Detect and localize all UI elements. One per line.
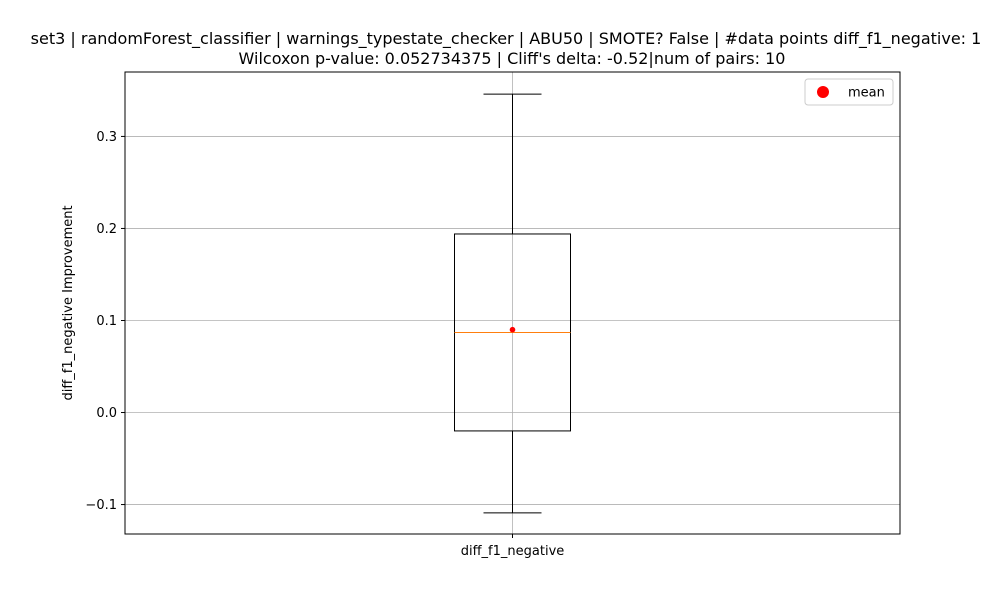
y-tick-label: 0.1 bbox=[96, 314, 117, 329]
legend-frame bbox=[804, 78, 894, 106]
mean-point bbox=[509, 326, 516, 333]
legend-label: mean bbox=[848, 86, 885, 101]
chart-title-line-2: Wilcoxon p-value: 0.052734375 | Cliff's … bbox=[239, 49, 786, 68]
y-tick-label: 0.3 bbox=[96, 130, 117, 145]
x-tick-label: diff_f1_negative bbox=[461, 544, 565, 559]
legend-marker bbox=[817, 86, 829, 98]
legend: mean bbox=[804, 78, 894, 106]
x-axis-ticks: diff_f1_negative bbox=[461, 534, 565, 559]
box-plot bbox=[454, 93, 571, 514]
y-tick-label: 0.0 bbox=[96, 406, 117, 421]
y-tick-label: −0.1 bbox=[85, 498, 117, 513]
y-axis-label: diff_f1_negative Improvement bbox=[61, 205, 76, 400]
y-tick-label: 0.2 bbox=[96, 222, 117, 237]
chart-title-line-1: set3 | randomForest_classifier | warning… bbox=[31, 29, 982, 49]
y-axis-ticks: −0.1 0.0 0.1 0.2 0.3 bbox=[85, 130, 125, 513]
